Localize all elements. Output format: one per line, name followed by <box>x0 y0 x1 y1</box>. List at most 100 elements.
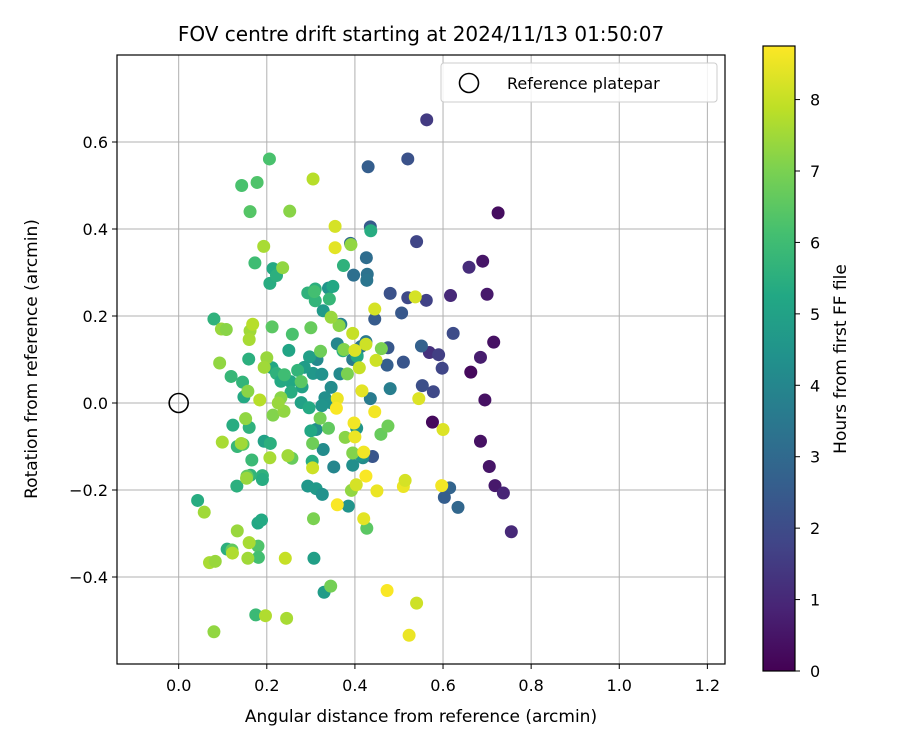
data-point <box>401 152 415 166</box>
colorbar-tick-label: 0 <box>810 662 820 681</box>
legend-entry-label: Reference platepar <box>507 74 660 93</box>
data-point <box>248 256 262 270</box>
data-point <box>363 392 377 406</box>
x-axis-ticks: 0.0 0.2 0.4 0.6 0.8 1.0 1.2 <box>166 664 720 695</box>
data-point <box>368 302 382 316</box>
data-point <box>314 344 328 358</box>
x-axis-label: Angular distance from reference (arcmin) <box>245 707 597 727</box>
data-point <box>419 293 433 307</box>
data-point <box>347 268 361 282</box>
data-point <box>263 451 277 465</box>
data-point <box>207 312 221 326</box>
data-point <box>257 239 271 253</box>
data-point <box>235 179 249 192</box>
data-point <box>395 306 409 320</box>
data-point <box>337 342 351 356</box>
data-point <box>315 367 329 381</box>
colorbar-tick-label: 6 <box>810 233 820 252</box>
data-point <box>324 310 338 324</box>
data-point <box>336 259 350 273</box>
legend: Reference platepar <box>440 62 718 103</box>
data-point <box>361 160 375 174</box>
y-tick-label: 0.2 <box>83 307 108 326</box>
data-point <box>446 326 460 340</box>
data-point <box>425 415 439 429</box>
y-tick-label: −0.2 <box>69 481 108 500</box>
data-point <box>355 384 369 398</box>
data-point <box>435 479 449 493</box>
y-tick-label: 0.0 <box>83 394 108 413</box>
data-point <box>341 499 355 513</box>
data-point <box>338 430 352 444</box>
data-point <box>327 460 341 474</box>
data-point <box>239 412 253 426</box>
data-point <box>249 608 263 622</box>
data-point <box>346 326 360 340</box>
reference-platepar-marker <box>168 392 189 414</box>
data-point <box>451 500 465 514</box>
data-point <box>258 609 272 623</box>
data-point <box>437 490 451 504</box>
data-point <box>307 285 321 299</box>
data-point <box>306 436 320 450</box>
colorbar-label: Hours from first FF file <box>831 264 851 454</box>
data-point <box>473 434 487 448</box>
data-point <box>245 453 259 467</box>
y-axis-label: Rotation from reference (arcmin) <box>22 219 42 499</box>
data-point <box>357 445 371 459</box>
data-point <box>284 385 298 399</box>
data-point <box>263 436 277 450</box>
data-point <box>414 339 428 353</box>
data-point <box>315 487 329 501</box>
colorbar-tick-label: 7 <box>810 162 820 181</box>
data-point <box>473 350 487 364</box>
data-point <box>346 446 360 460</box>
data-point <box>230 479 244 493</box>
y-tick-label: 0.4 <box>83 220 108 239</box>
colorbar-tick-label: 5 <box>810 305 820 324</box>
data-point <box>253 393 267 407</box>
data-point <box>262 152 276 166</box>
data-point <box>478 393 492 407</box>
data-point <box>215 435 229 449</box>
data-point <box>281 449 295 463</box>
data-point <box>420 113 434 127</box>
data-point <box>504 525 518 539</box>
colorbar-tick-label: 3 <box>810 448 820 467</box>
data-point <box>213 356 227 370</box>
data-point <box>359 251 373 265</box>
colorbar-tick-label: 4 <box>810 376 820 395</box>
data-point <box>374 342 388 356</box>
colorbar-tick-label: 2 <box>810 519 820 538</box>
data-point <box>426 385 440 399</box>
data-point <box>381 419 395 433</box>
data-point <box>294 375 308 389</box>
data-point <box>313 411 327 425</box>
data-point <box>285 327 299 341</box>
data-point <box>304 424 318 438</box>
data-point <box>257 360 271 374</box>
data-point <box>326 279 340 293</box>
data-point <box>240 471 254 485</box>
data-point <box>482 460 496 474</box>
data-point <box>303 350 317 364</box>
data-point <box>368 312 382 326</box>
data-point <box>282 343 296 357</box>
data-point <box>330 498 344 512</box>
data-point <box>197 505 211 519</box>
data-point <box>241 384 255 398</box>
data-point <box>255 473 269 487</box>
data-point <box>280 611 294 625</box>
data-point <box>324 579 338 593</box>
data-point <box>359 469 373 483</box>
data-point <box>315 399 329 413</box>
data-point <box>348 430 362 444</box>
legend-box <box>440 62 718 103</box>
data-point <box>432 348 446 362</box>
data-point <box>435 361 449 375</box>
data-point <box>330 392 344 406</box>
x-tick-label: 0.4 <box>342 676 367 695</box>
data-point <box>322 292 336 306</box>
data-point <box>242 536 256 550</box>
